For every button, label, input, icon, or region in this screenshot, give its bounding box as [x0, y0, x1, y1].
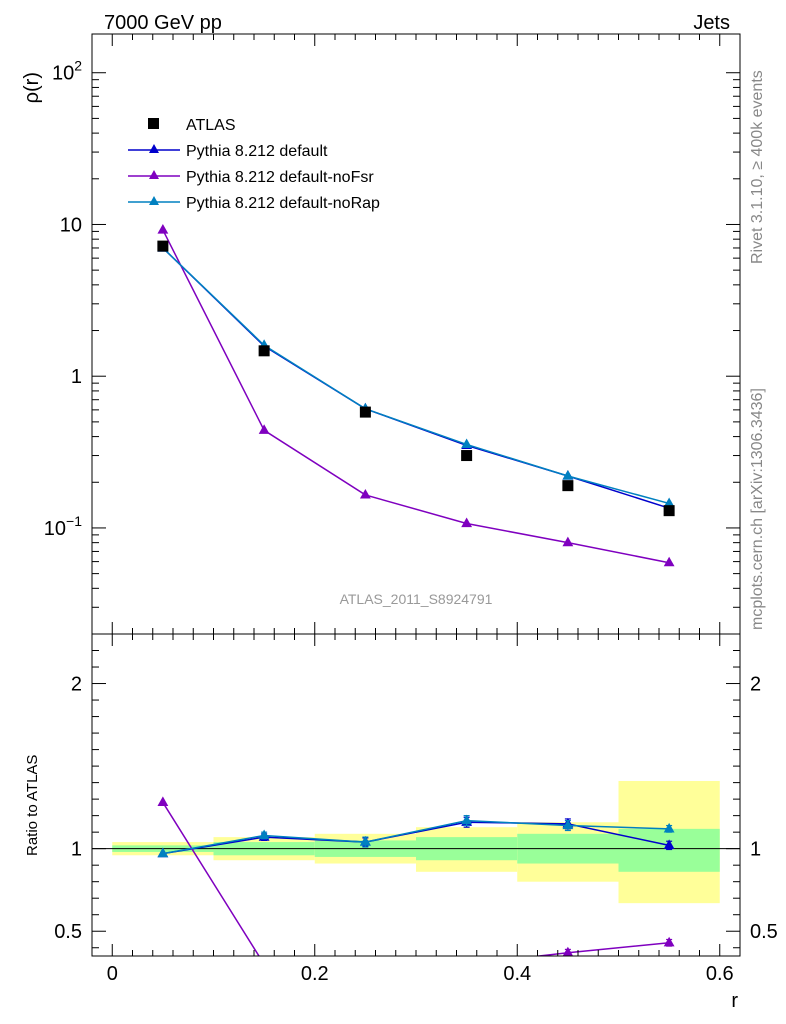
main-series-1-point [663, 556, 675, 567]
side-text-mcplots: mcplots.cern.ch [arXiv:1306.3436] [749, 388, 766, 630]
ratio-band-stat [618, 828, 720, 872]
analysis-label: ATLAS_2011_S8924791 [340, 591, 493, 607]
main-y-tick-label: 102 [52, 58, 82, 85]
legend-label-norap: Pythia 8.212 default-noRap [186, 195, 380, 212]
header-right: Jets [693, 12, 730, 34]
ratio-series-2-point [157, 847, 169, 858]
main-y-tick-label: 10 [60, 214, 82, 236]
atlas-data-point [157, 240, 169, 252]
main-series-1-point [157, 223, 169, 234]
ratio-y-tick-label-right: 0.5 [750, 921, 778, 943]
ratio-plot-area [92, 780, 740, 972]
main-y-tick-label: 1 [71, 366, 82, 388]
main-series-line-1 [162, 229, 670, 564]
ratio-y-tick-label-left: 0.5 [54, 921, 82, 943]
ratio-y-tick-label-left: 1 [71, 839, 82, 861]
ratio-x-tick-label: 0.4 [503, 963, 531, 985]
atlas-data-point [461, 450, 473, 462]
ratio-y-tick-label-right: 2 [750, 674, 761, 696]
main-series-2-point [562, 469, 574, 480]
atlas-data-point [663, 505, 675, 517]
ratio-series-2-point [461, 814, 473, 825]
ratio-series-1-point [259, 958, 270, 968]
main-series-1-point [562, 536, 574, 547]
main-y-tick-label-base: 10 [60, 214, 82, 236]
main-y-tick-label-exp: 2 [74, 58, 82, 74]
main-y-tick-label-exp: −1 [66, 513, 82, 529]
ratio-series-1-point [562, 946, 574, 956]
main-y-tick-label-base: 1 [71, 366, 82, 388]
legend-label-nofsr: Pythia 8.212 default-noFsr [186, 169, 374, 186]
ratio-y-axis-label: Ratio to ATLAS [24, 755, 41, 856]
ratio-panel: 0.5 0.5 1 1 2 2 0 0.2 0.4 0.6 [54, 633, 778, 985]
side-text-rivet: Rivet 3.1.10, ≥ 400k events [749, 70, 766, 264]
legend-label-default: Pythia 8.212 default [186, 143, 328, 160]
ratio-series-2-point [359, 836, 371, 846]
ratio-y-tick-label-left: 2 [71, 674, 82, 696]
main-series-1-point [359, 488, 371, 499]
ratio-series-line-2 [162, 819, 670, 855]
main-y-axis-label: ρ(r) [21, 72, 43, 103]
main-plot-area [157, 223, 675, 567]
legend-marker-nofsr [149, 170, 159, 179]
ratio-x-axis-label: r [731, 990, 738, 1012]
ratio-x-tick-label: 0.2 [301, 963, 329, 985]
legend-marker-default [149, 144, 159, 153]
atlas-data-point [359, 406, 371, 418]
legend: ATLAS Pythia 8.212 default Pythia 8.212 … [128, 117, 380, 212]
main-y-tick-label-base: 10 [44, 518, 66, 540]
ratio-series-2-point [663, 822, 675, 833]
ratio-series-line-0 [162, 821, 670, 855]
main-series-2-point [663, 497, 675, 508]
main-series-2-point [461, 438, 473, 449]
ratio-series-1-point [663, 936, 675, 947]
legend-label-atlas: ATLAS [186, 117, 236, 134]
ratio-x-tick-label: 0.6 [706, 963, 734, 985]
ratio-series-1-point [461, 958, 472, 968]
ratio-series-2-point [562, 819, 574, 830]
header-left: 7000 GeV pp [104, 12, 222, 34]
legend-marker-atlas [148, 118, 159, 129]
ratio-x-tick-label: 0 [107, 963, 118, 985]
ratio-series-1-point [360, 962, 371, 972]
ratio-series-0-point [663, 839, 675, 849]
main-series-line-2 [162, 247, 670, 505]
legend-marker-norap [149, 196, 159, 205]
atlas-data-point [258, 345, 270, 357]
ratio-y-tick-label-right: 1 [750, 839, 761, 861]
ratio-series-line-1 [162, 802, 670, 956]
main-series-1-point [461, 517, 473, 528]
ratio-series-2-point [258, 829, 270, 840]
ratio-frame [91, 633, 741, 957]
main-y-tick-label-base: 10 [52, 63, 74, 85]
main-series-1-point [258, 424, 270, 434]
main-y-tick-label: 10−1 [44, 513, 82, 540]
ratio-series-1-point [157, 796, 169, 807]
main-series-line-0 [162, 247, 670, 509]
atlas-data-point [562, 480, 574, 492]
